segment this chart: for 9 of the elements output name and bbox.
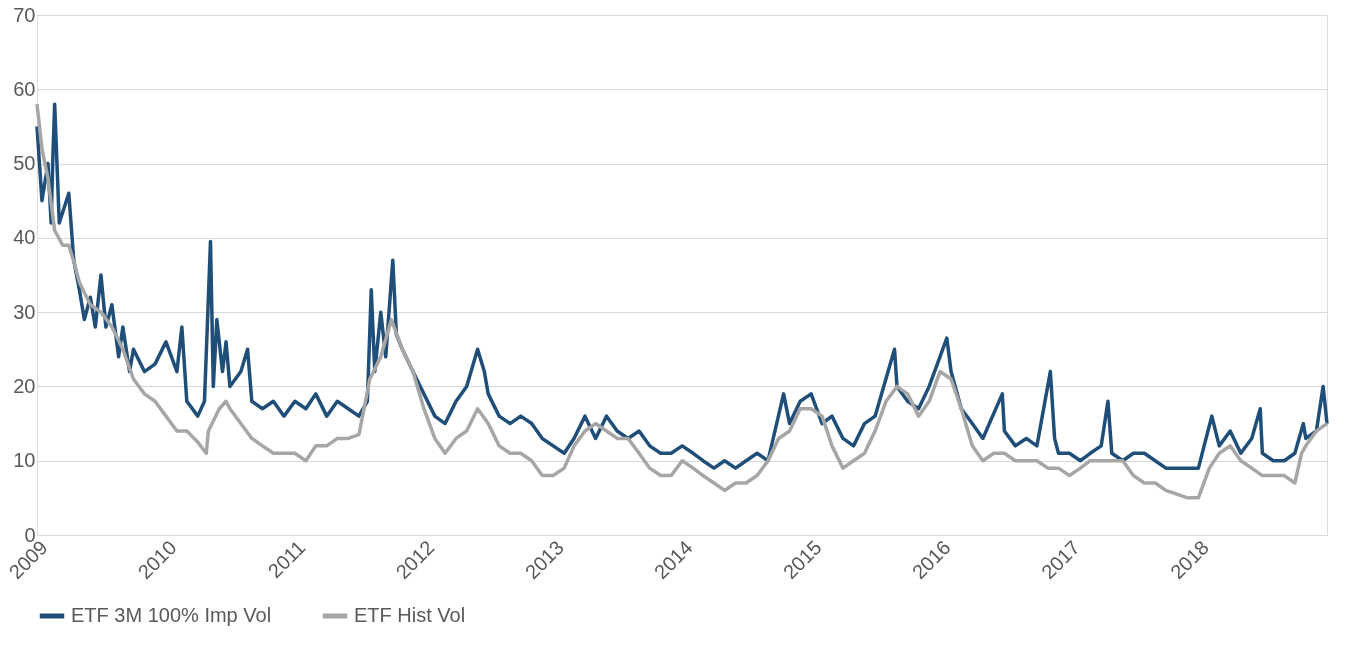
y-tick-label: 20 [13, 374, 36, 397]
y-tick-label: 10 [13, 449, 36, 472]
y-tick-label: 30 [13, 300, 36, 323]
y-tick-label: 60 [13, 77, 36, 100]
legend-label: ETF 3M 100% Imp Vol [71, 604, 272, 626]
legend-label: ETF Hist Vol [354, 604, 466, 626]
y-tick-label: 40 [13, 226, 36, 249]
y-tick-label: 70 [13, 3, 36, 26]
y-tick-label: 50 [13, 152, 36, 175]
